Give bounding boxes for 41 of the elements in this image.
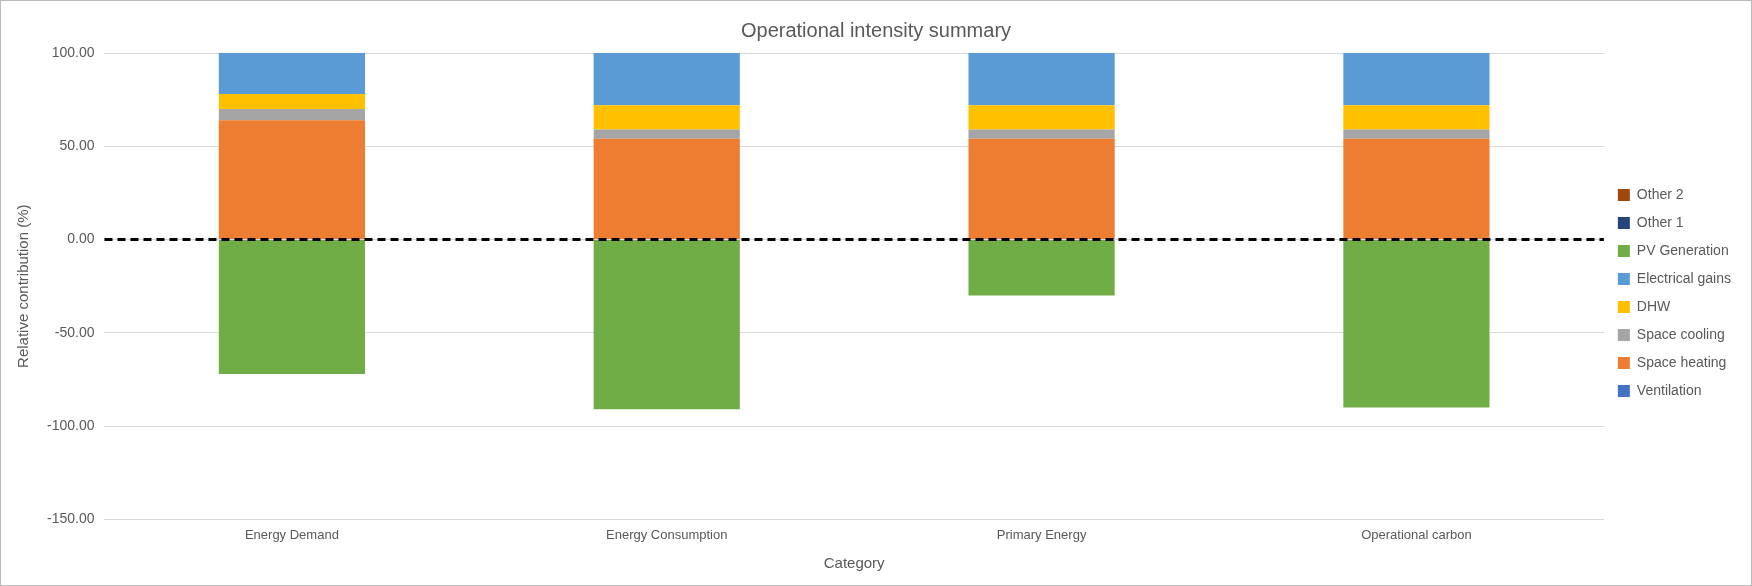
x-tick-label: Energy Demand xyxy=(244,526,339,542)
bar xyxy=(968,129,1115,139)
bar xyxy=(1343,105,1490,130)
y-tick-label: 50.00 xyxy=(59,137,95,154)
legend-label: Space cooling xyxy=(1636,325,1725,342)
y-tick-label: -150.00 xyxy=(47,510,95,527)
bar xyxy=(1343,129,1490,139)
x-tick-label: Primary Energy xyxy=(996,526,1087,542)
x-tick-label: Operational carbon xyxy=(1361,526,1472,542)
x-axis-title: Category xyxy=(823,554,886,572)
y-tick-label: 0.00 xyxy=(67,230,95,247)
bar xyxy=(593,105,740,130)
bar xyxy=(218,53,365,95)
bar xyxy=(218,94,365,109)
bar xyxy=(1343,53,1490,106)
bar xyxy=(218,120,365,240)
bar xyxy=(1343,138,1490,240)
legend-label: Other 2 xyxy=(1636,185,1684,202)
x-tick-label: Energy Consumption xyxy=(606,526,728,542)
legend-label: Space heating xyxy=(1636,353,1727,370)
legend-label: Electrical gains xyxy=(1636,269,1731,286)
bar xyxy=(593,129,740,139)
bar xyxy=(968,240,1115,296)
y-tick-label: -50.00 xyxy=(54,323,95,340)
bar xyxy=(968,138,1115,240)
bar xyxy=(593,240,740,410)
bar xyxy=(218,108,365,121)
bar xyxy=(968,53,1115,106)
bar xyxy=(218,240,365,374)
y-axis-title: Relative contribution (%) xyxy=(14,204,32,368)
legend-label: DHW xyxy=(1636,297,1672,314)
bar xyxy=(968,105,1115,130)
bar xyxy=(593,53,740,106)
legend-label: Ventilation xyxy=(1636,381,1702,398)
bar xyxy=(593,138,740,240)
legend-label: Other 1 xyxy=(1636,213,1684,230)
chart-title: Operational intensity summary xyxy=(740,18,1012,41)
y-tick-label: 100.00 xyxy=(51,43,95,60)
bar xyxy=(1343,240,1490,408)
legend-label: PV Generation xyxy=(1636,241,1729,258)
y-tick-label: -100.00 xyxy=(47,416,95,433)
